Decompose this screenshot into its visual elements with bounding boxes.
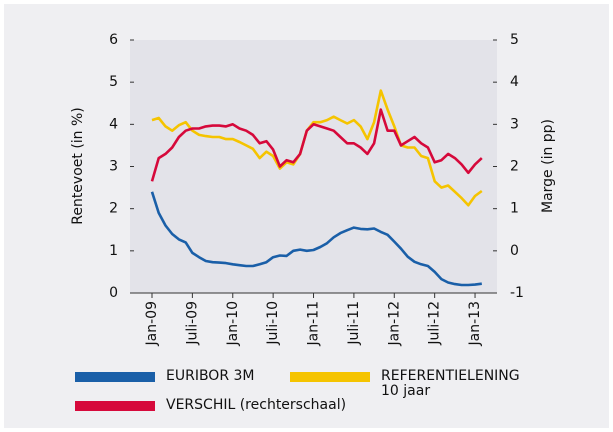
y2-tick-label: 5 xyxy=(510,32,519,48)
legend-swatch xyxy=(75,401,155,411)
y2-tick-label: 2 xyxy=(510,159,519,175)
y-tick-label: 0 xyxy=(109,285,118,301)
x-tick-label: Juli-12 xyxy=(427,301,443,346)
y2-tick-label: 3 xyxy=(510,116,519,132)
y-tick-label: 6 xyxy=(109,32,118,48)
x-tick-label: Juli-10 xyxy=(265,301,281,346)
y-tick-label: 1 xyxy=(109,243,118,259)
legend-label: EURIBOR 3M xyxy=(166,368,255,384)
x-tick-label: Jan-10 xyxy=(225,301,241,346)
plot-area xyxy=(130,40,497,293)
x-tick-label: Jan-12 xyxy=(386,301,402,346)
series-line xyxy=(151,89,483,207)
y2-tick-label: 1 xyxy=(510,201,519,217)
y2-tick-label: 0 xyxy=(510,243,519,259)
legend-label: REFERENTIELENING 10 jaar xyxy=(381,368,520,399)
series-line xyxy=(150,108,483,182)
x-tick-label: Juli-11 xyxy=(346,301,362,346)
y2-tick-label: -1 xyxy=(510,285,524,301)
y-tick-label: 5 xyxy=(109,74,118,90)
y-axis-label: Rentevoet (in %) xyxy=(70,107,86,225)
x-tick-label: Juli-09 xyxy=(184,301,200,346)
y-tick-label: 3 xyxy=(109,159,118,175)
y-tick-label: 2 xyxy=(109,201,118,217)
x-tick-label: Jan-09 xyxy=(144,301,160,346)
legend-swatch xyxy=(75,372,155,382)
y2-tick-label: 4 xyxy=(510,74,519,90)
legend-label: VERSCHIL (rechterschaal) xyxy=(166,397,347,413)
legend-swatch xyxy=(290,372,370,382)
x-tick-label: Jan-13 xyxy=(467,301,483,346)
y-tick-label: 4 xyxy=(109,116,118,132)
x-tick-label: Jan-11 xyxy=(306,301,322,346)
series-line xyxy=(150,191,482,287)
y2-axis-label: Marge (in pp) xyxy=(540,119,556,213)
